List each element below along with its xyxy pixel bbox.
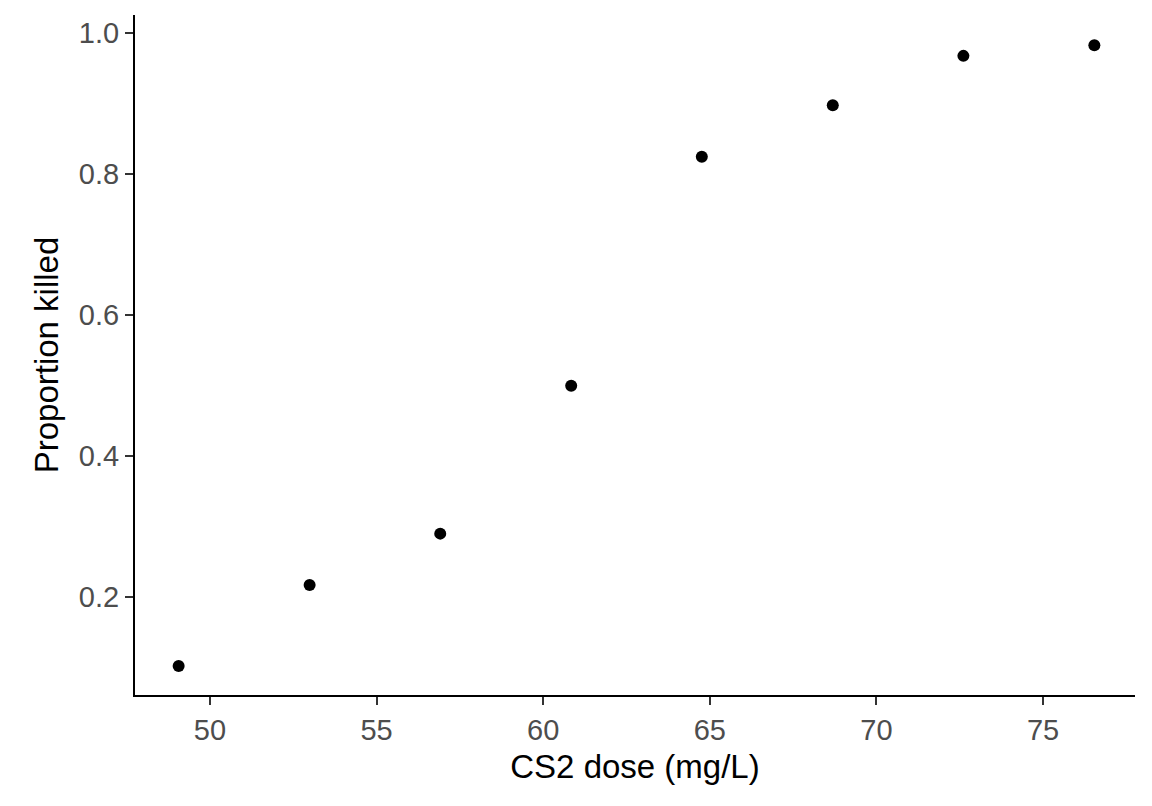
svg-text:1.0: 1.0 xyxy=(79,17,119,49)
svg-text:55: 55 xyxy=(360,714,392,746)
svg-text:65: 65 xyxy=(694,714,726,746)
svg-text:0.6: 0.6 xyxy=(79,299,119,331)
svg-text:0.2: 0.2 xyxy=(79,581,119,613)
svg-text:CS2 dose (mg/L): CS2 dose (mg/L) xyxy=(510,748,759,785)
svg-text:Proportion killed: Proportion killed xyxy=(28,237,65,474)
svg-text:0.8: 0.8 xyxy=(79,158,119,190)
svg-text:50: 50 xyxy=(194,714,226,746)
svg-text:0.4: 0.4 xyxy=(79,440,119,472)
svg-text:75: 75 xyxy=(1027,714,1059,746)
svg-text:60: 60 xyxy=(527,714,559,746)
svg-text:70: 70 xyxy=(860,714,892,746)
